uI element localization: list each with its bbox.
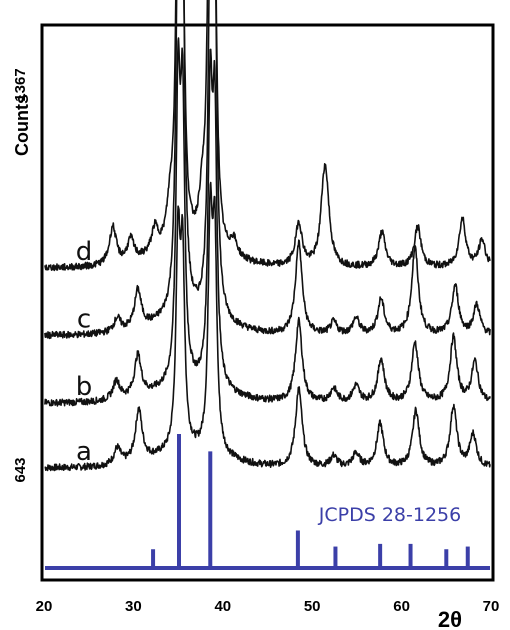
series-line-a	[44, 181, 491, 472]
x-tick-label: 50	[304, 598, 321, 615]
series-label-b: b	[76, 372, 93, 402]
reference-label: JCPDS 28-1256	[318, 504, 461, 526]
x-tick-label: 40	[214, 598, 231, 615]
x-tick-label: 30	[125, 598, 142, 615]
series-line-c	[44, 0, 491, 340]
y-tick-label-bottom: 643	[12, 457, 29, 482]
x-tick-label: 20	[36, 598, 53, 615]
x-tick-labels: 20 30 40 50 60 70	[36, 598, 500, 615]
series-line-d	[44, 0, 491, 272]
x-tick-label: 60	[393, 598, 410, 615]
plot-frame	[40, 23, 495, 582]
y-tick-label-top: 1367	[12, 68, 29, 101]
series-labels: a b c d	[76, 237, 93, 467]
x-axis-title: 2θ	[438, 607, 462, 630]
y-axis-title: Counts	[12, 94, 32, 156]
series-label-d: d	[76, 237, 93, 267]
series-label-c: c	[77, 305, 91, 335]
x-tick-label: 70	[483, 598, 500, 615]
reference-pattern: JCPDS 28-1256	[45, 434, 490, 570]
series-label-a: a	[76, 437, 92, 467]
series-line-b	[44, 37, 491, 407]
series-curves	[44, 0, 491, 472]
